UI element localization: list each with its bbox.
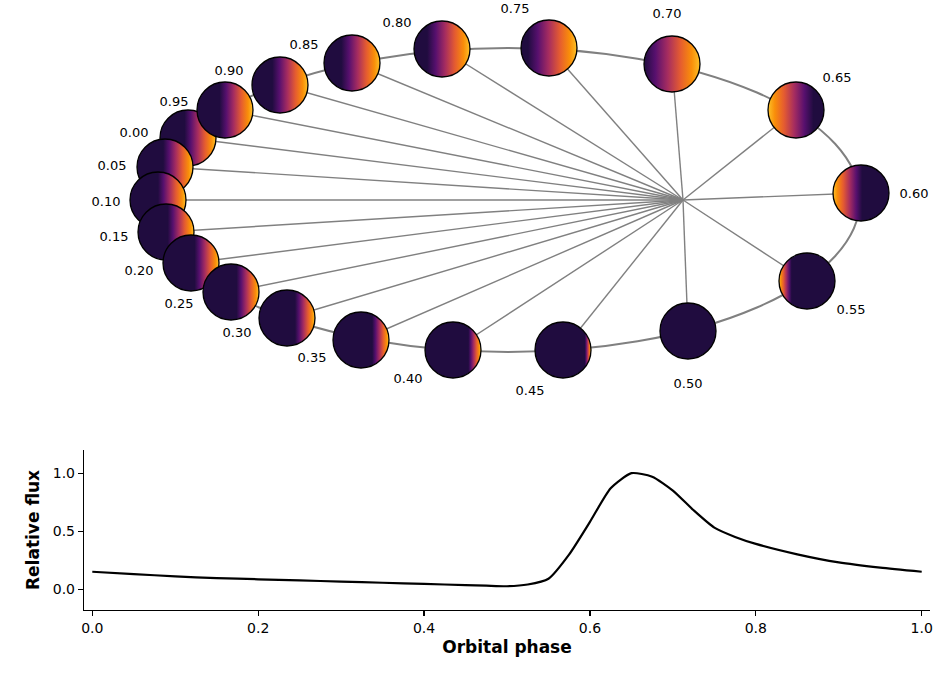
- svg-text:0.2: 0.2: [247, 620, 269, 636]
- svg-text:0.35: 0.35: [298, 350, 327, 365]
- svg-text:0.6: 0.6: [579, 620, 601, 636]
- svg-text:0.4: 0.4: [413, 620, 435, 636]
- svg-text:0.55: 0.55: [837, 302, 866, 317]
- svg-text:0.65: 0.65: [823, 70, 852, 85]
- svg-text:0.00: 0.00: [120, 125, 149, 140]
- svg-text:0.8: 0.8: [745, 620, 767, 636]
- svg-text:1.0: 1.0: [911, 620, 933, 636]
- svg-text:0.60: 0.60: [900, 186, 929, 201]
- svg-text:0.80: 0.80: [383, 15, 412, 30]
- svg-text:0.5: 0.5: [53, 523, 75, 539]
- svg-text:0.0: 0.0: [81, 620, 103, 636]
- svg-text:Relative flux: Relative flux: [23, 470, 43, 590]
- svg-text:0.30: 0.30: [223, 325, 252, 340]
- svg-text:0.70: 0.70: [653, 6, 682, 21]
- svg-text:0.10: 0.10: [92, 194, 121, 209]
- svg-text:0.75: 0.75: [501, 1, 530, 16]
- svg-text:0.05: 0.05: [98, 158, 127, 173]
- svg-text:0.25: 0.25: [165, 296, 194, 311]
- svg-text:0.95: 0.95: [160, 94, 189, 109]
- svg-text:0.50: 0.50: [674, 376, 703, 391]
- svg-text:0.20: 0.20: [125, 263, 154, 278]
- svg-text:0.40: 0.40: [394, 371, 423, 386]
- svg-text:1.0: 1.0: [53, 465, 75, 481]
- svg-text:0.45: 0.45: [516, 383, 545, 398]
- svg-text:Orbital phase: Orbital phase: [442, 637, 572, 657]
- svg-text:0.0: 0.0: [53, 581, 75, 597]
- svg-text:0.15: 0.15: [100, 229, 129, 244]
- svg-text:0.90: 0.90: [215, 63, 244, 78]
- svg-text:0.85: 0.85: [290, 37, 319, 52]
